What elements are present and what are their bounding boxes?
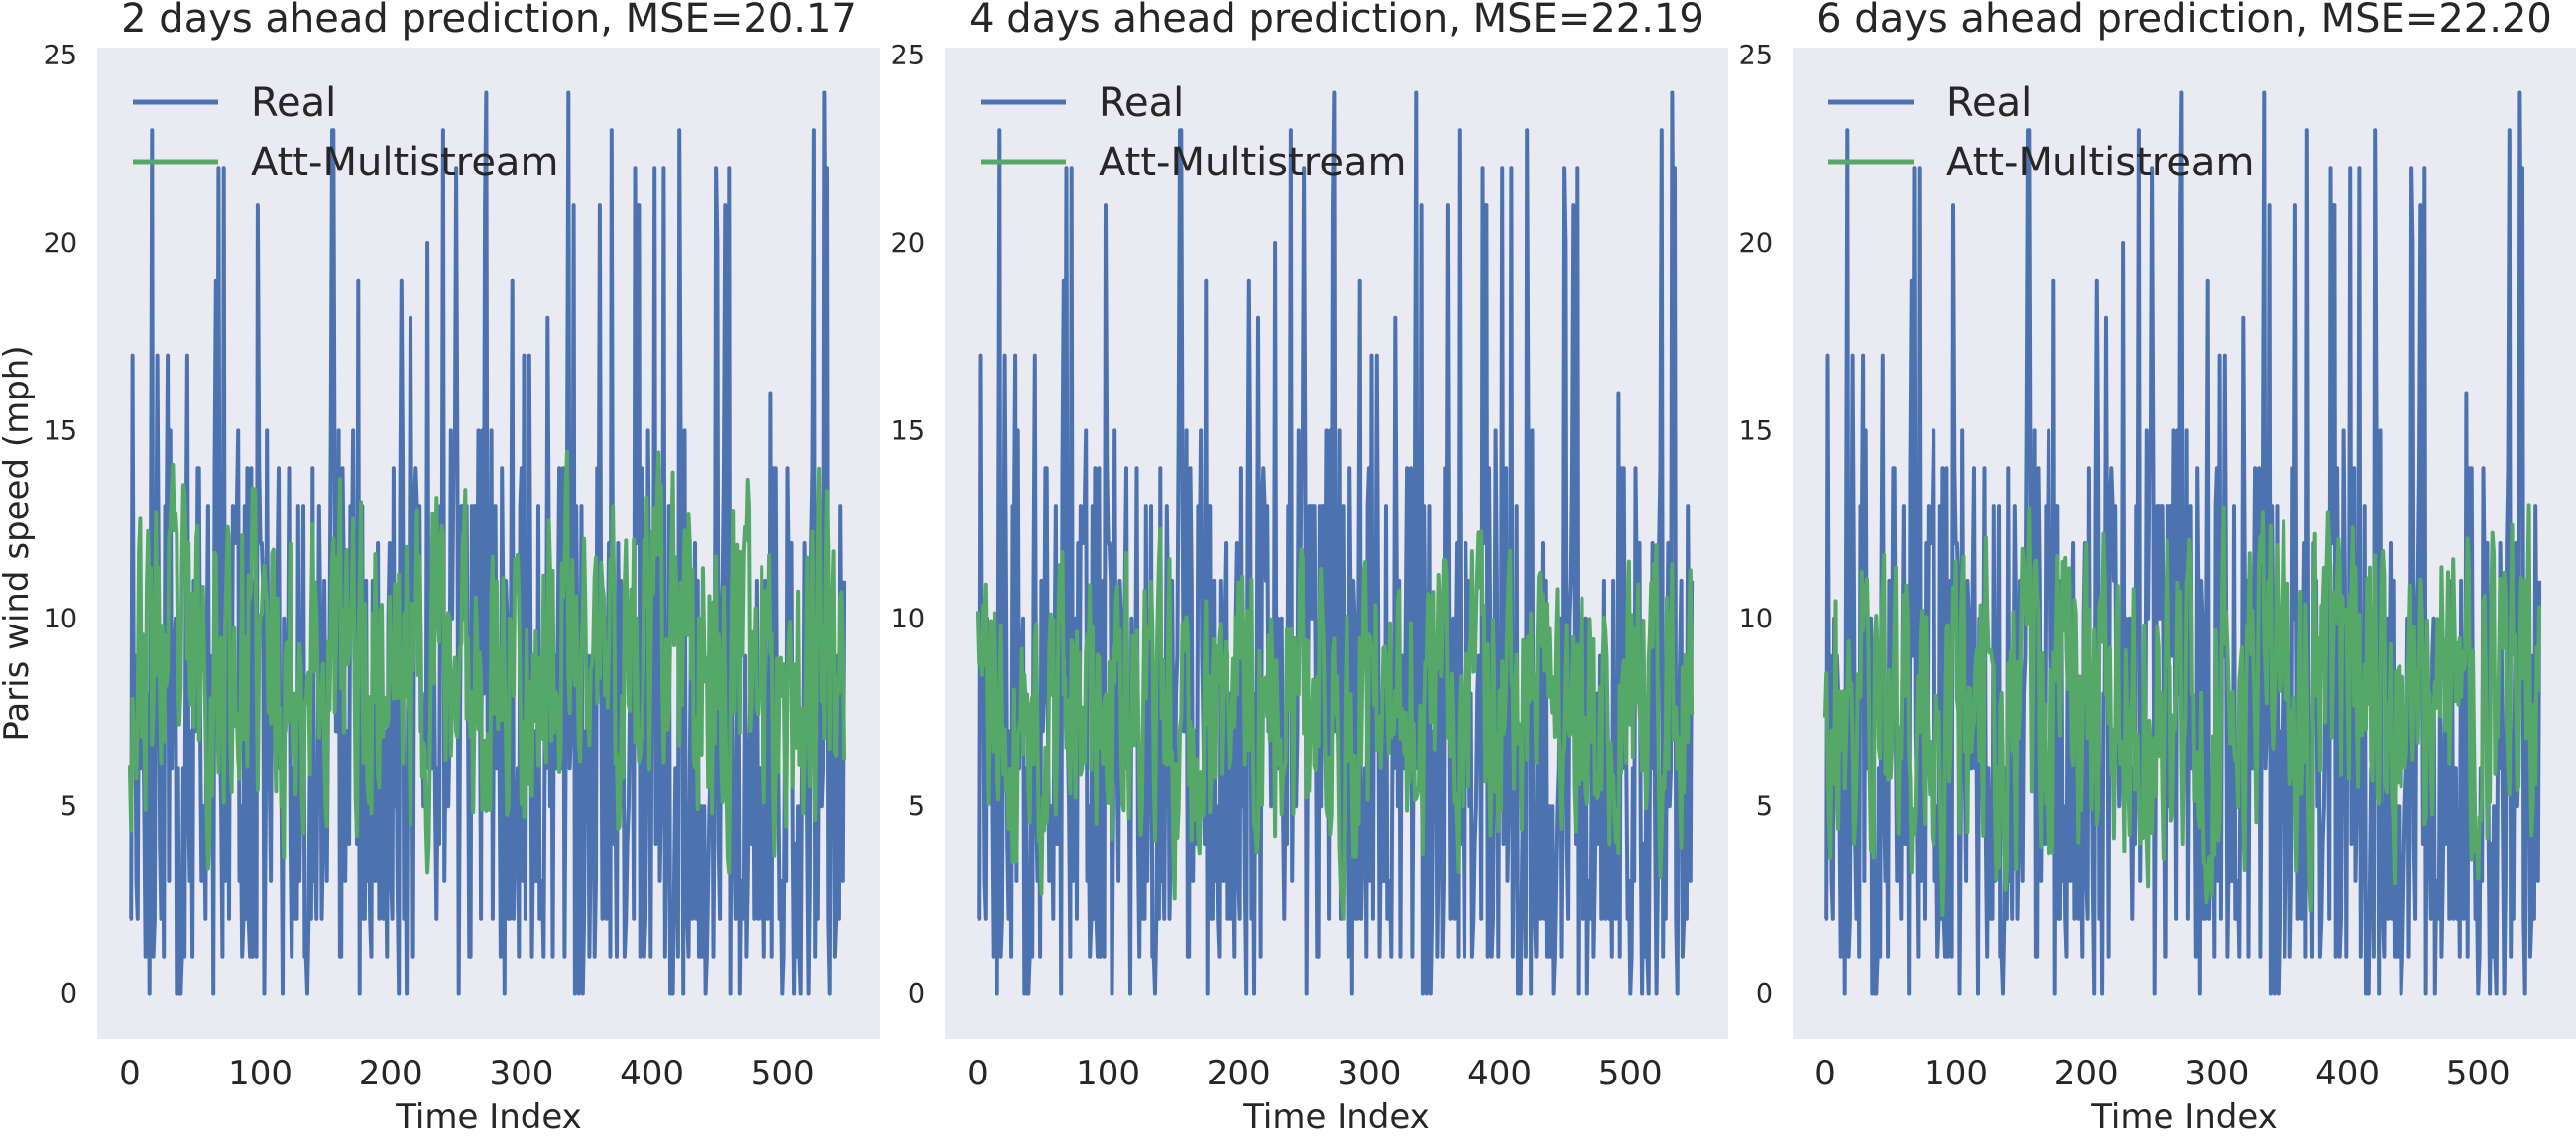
x-tick-label: 400 bbox=[1467, 1054, 1532, 1093]
y-tick-label: 5 bbox=[1756, 791, 1773, 822]
y-tick-label: 15 bbox=[1739, 415, 1773, 446]
x-tick-label: 200 bbox=[359, 1054, 423, 1093]
series-line-att-multistream bbox=[975, 526, 1695, 921]
x-tick-label: 300 bbox=[489, 1054, 553, 1093]
x-axis-label: Time Index bbox=[395, 1097, 582, 1137]
series-line-real bbox=[1824, 90, 2542, 996]
y-tick-label: 20 bbox=[891, 228, 925, 259]
series-line-att-multistream bbox=[127, 449, 847, 875]
legend-label: Att-Multistream bbox=[1099, 140, 1406, 185]
y-axis-label: Paris wind speed (mph) bbox=[0, 345, 37, 740]
x-tick-label: 500 bbox=[751, 1054, 815, 1093]
x-tick-label: 200 bbox=[2054, 1054, 2119, 1093]
x-tick-label: 400 bbox=[620, 1054, 684, 1093]
y-tick-label: 15 bbox=[44, 415, 77, 446]
x-tick-label: 100 bbox=[1076, 1054, 1140, 1093]
y-tick-label: 25 bbox=[44, 41, 77, 71]
legend-label: Real bbox=[1946, 80, 2032, 126]
x-tick-label: 100 bbox=[1924, 1054, 1988, 1093]
x-tick-label: 200 bbox=[1207, 1054, 1271, 1093]
series-line-real bbox=[977, 90, 1695, 996]
y-tick-label: 10 bbox=[1739, 604, 1773, 634]
legend-label: Real bbox=[251, 80, 336, 126]
legend-label: Att-Multistream bbox=[251, 140, 558, 185]
chart-panel-2: 4 days ahead prediction, MSE=22.19 0 5 10 15… bbox=[891, 0, 1728, 1137]
x-tick-label: 400 bbox=[2315, 1054, 2380, 1093]
x-tick-label: 0 bbox=[1815, 1054, 1836, 1093]
chart-title: 4 days ahead prediction, MSE=22.19 bbox=[969, 0, 1704, 42]
y-tick-label: 0 bbox=[908, 979, 925, 1010]
x-tick-label: 0 bbox=[967, 1054, 989, 1093]
y-tick-label: 5 bbox=[60, 791, 77, 822]
y-tick-label: 0 bbox=[60, 979, 77, 1010]
y-tick-label: 5 bbox=[908, 791, 925, 822]
x-tick-label: 0 bbox=[119, 1054, 141, 1093]
x-axis-label: Time Index bbox=[1242, 1097, 1430, 1137]
y-tick-label: 25 bbox=[891, 41, 925, 71]
chart-title: 6 days ahead prediction, MSE=22.20 bbox=[1816, 0, 2552, 42]
x-tick-label: 500 bbox=[1598, 1054, 1663, 1093]
y-tick-label: 10 bbox=[891, 604, 925, 634]
x-axis-label: Time Index bbox=[2090, 1097, 2278, 1137]
legend-label: Real bbox=[1099, 80, 1184, 126]
legend-label: Att-Multistream bbox=[1946, 140, 2254, 185]
x-tick-label: 300 bbox=[2184, 1054, 2249, 1093]
y-tick-label: 25 bbox=[1739, 41, 1773, 71]
y-tick-label: 20 bbox=[1739, 228, 1773, 259]
y-tick-label: 20 bbox=[44, 228, 77, 259]
chart-panel-1: 2 days ahead prediction, MSE=20.17 0 5 10 15… bbox=[0, 0, 880, 1137]
series-line-real bbox=[129, 90, 847, 996]
y-tick-label: 10 bbox=[44, 604, 77, 634]
x-tick-label: 300 bbox=[1337, 1054, 1401, 1093]
chart-panel-3: 6 days ahead prediction, MSE=22.20 0 5 10 15… bbox=[1739, 0, 2576, 1137]
y-tick-label: 0 bbox=[1756, 979, 1773, 1010]
y-tick-label: 15 bbox=[891, 415, 925, 446]
x-tick-label: 500 bbox=[2446, 1054, 2511, 1093]
series-line-att-multistream bbox=[1822, 503, 2542, 917]
chart-title: 2 days ahead prediction, MSE=20.17 bbox=[121, 0, 857, 42]
x-tick-label: 100 bbox=[228, 1054, 293, 1093]
